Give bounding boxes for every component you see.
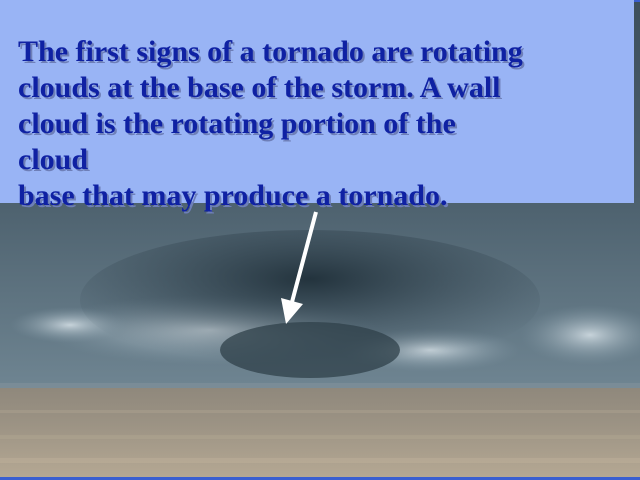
caption-line: cloud: [18, 143, 89, 176]
caption-line: cloud is the rotating portion of the: [18, 107, 456, 140]
caption-panel: [0, 0, 634, 203]
bottom-border: [0, 477, 640, 480]
caption-line: clouds at the base of the storm. A wall: [18, 71, 501, 104]
caption-line: base that may produce a tornado.: [18, 179, 448, 212]
caption-text: The first signs of a tornado are rotatin…: [18, 34, 628, 214]
caption-line: The first signs of a tornado are rotatin…: [18, 35, 523, 68]
